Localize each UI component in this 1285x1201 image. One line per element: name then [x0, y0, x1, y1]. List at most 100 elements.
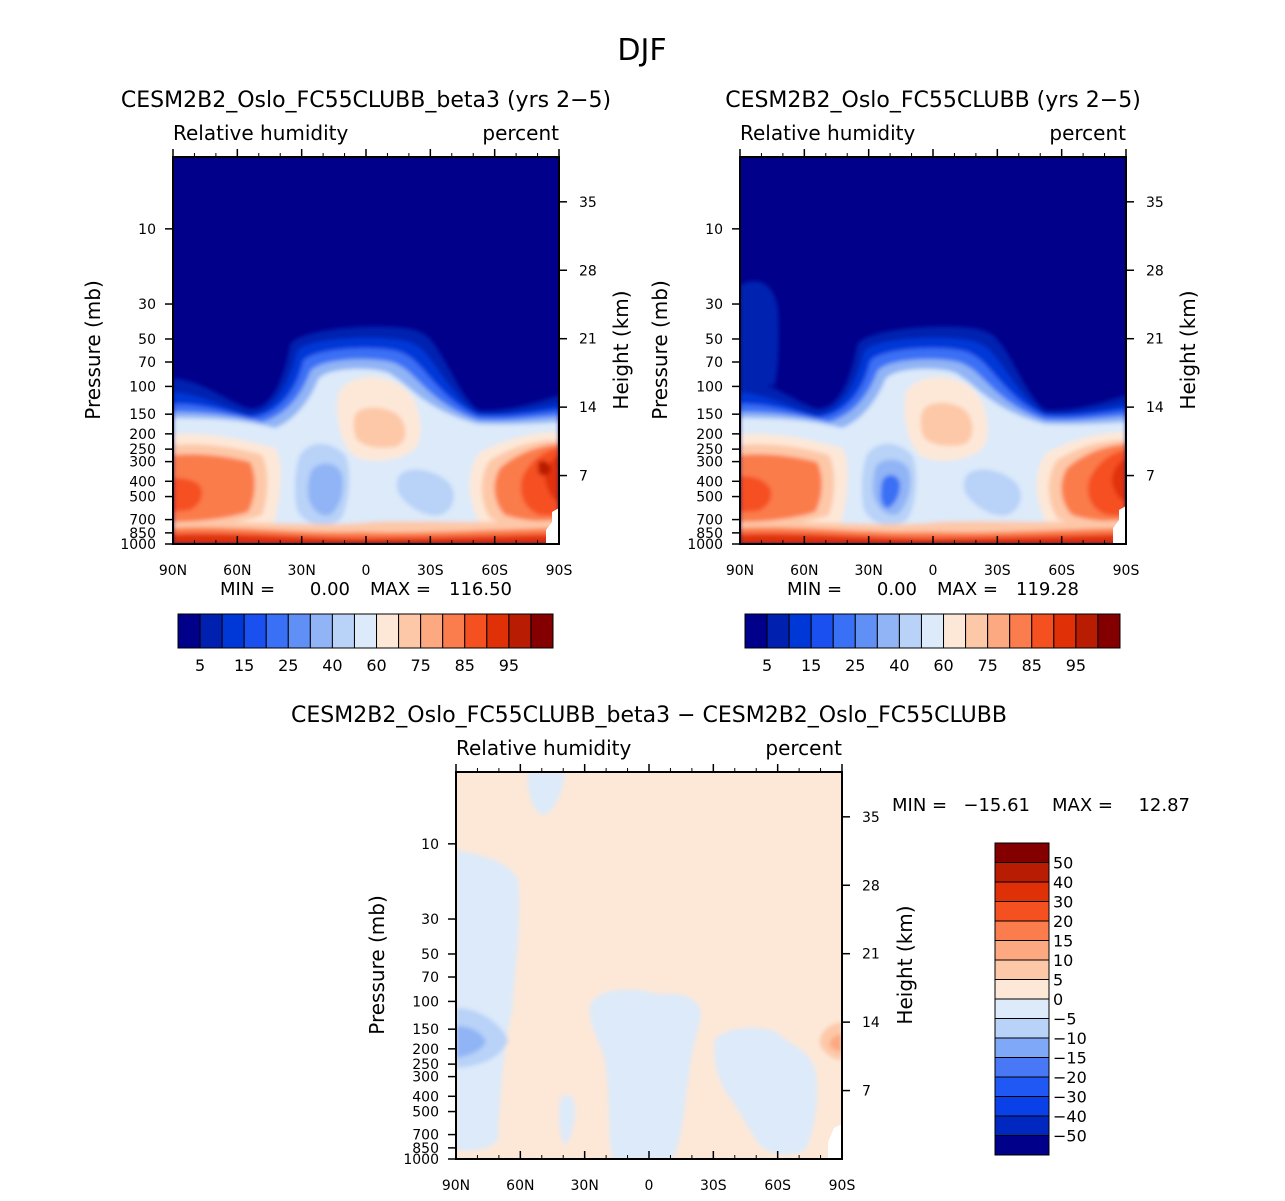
- panel-2-max-value: 119.28: [1016, 579, 1079, 600]
- colorbar-swatch: [994, 862, 1050, 883]
- x-tick-label: 90N: [726, 563, 754, 579]
- colorbar-swatch: [994, 1018, 1050, 1039]
- y-tick-label: 250: [129, 442, 156, 458]
- x-tick-label: 60S: [481, 563, 508, 579]
- panel-2-x-axis: 90N 60N 30N 0 30S 60S 90S: [726, 149, 1139, 579]
- colorbar-label: −30: [1053, 1088, 1087, 1107]
- y-tick-label: 200: [129, 427, 156, 443]
- panel-2-min-label: MIN =: [787, 579, 842, 600]
- y2-tick-label: 35: [1146, 195, 1164, 211]
- colorbar-label: 15: [234, 656, 254, 675]
- colorbar-label: 40: [1053, 873, 1073, 892]
- y-tick-label: 10: [705, 222, 723, 238]
- colorbar-label: 5: [1053, 971, 1063, 990]
- panel-3-y2label: Height (km): [893, 905, 917, 1024]
- colorbar-swatch: [1009, 613, 1033, 649]
- colorbar-swatch: [994, 1037, 1050, 1058]
- y-tick-label: 150: [412, 1022, 439, 1038]
- panel-3-min-value: −15.61: [963, 795, 1030, 816]
- colorbar-label: 85: [1022, 656, 1042, 675]
- y-tick-label: 100: [696, 379, 723, 395]
- colorbar-label: 5: [762, 656, 772, 675]
- y-tick-label: 1000: [403, 1152, 439, 1168]
- colorbar-swatch: [420, 613, 444, 649]
- colorbar-label: 60: [933, 656, 953, 675]
- colorbar-label: 20: [1053, 912, 1073, 931]
- y-tick-label: 30: [421, 912, 439, 928]
- panel-1: CESM2B2_Oslo_FC55CLUBB_beta3 (yrs 2−5) R…: [81, 88, 633, 675]
- y-tick-label: 150: [129, 407, 156, 423]
- colorbar-swatch: [265, 613, 289, 649]
- y-tick-label: 500: [696, 490, 723, 506]
- panel-1-x-axis: 90N 60N 30N 0 30S 60S 90S: [159, 149, 572, 579]
- colorbar-swatch: [832, 613, 856, 649]
- y-tick-label: 1000: [687, 537, 723, 553]
- y-tick-label: 250: [412, 1057, 439, 1073]
- y-tick-label: 30: [705, 297, 723, 313]
- colorbar-label: 0: [1053, 990, 1063, 1009]
- x-tick-label: 30S: [417, 563, 444, 579]
- y2-tick-label: 21: [862, 947, 880, 963]
- y-tick-label: 300: [696, 455, 723, 471]
- y2-tick-label: 35: [862, 810, 880, 826]
- colorbar-swatch: [398, 613, 422, 649]
- colorbar-label: 50: [1053, 854, 1073, 873]
- colorbar-label: 60: [366, 656, 386, 675]
- colorbar-swatch: [994, 920, 1050, 941]
- colorbar-swatch: [199, 613, 223, 649]
- y-tick-label: 850: [696, 526, 723, 542]
- colorbar-label: 95: [1066, 656, 1086, 675]
- x-tick-label: 30N: [288, 563, 316, 579]
- panel-1-max-label: MAX =: [370, 579, 431, 600]
- y-tick-label: 50: [705, 332, 723, 348]
- y2-tick-label: 21: [1146, 332, 1164, 348]
- colorbar-swatch: [1075, 613, 1099, 649]
- x-tick-label: 60S: [764, 1178, 791, 1194]
- y2-tick-label: 35: [579, 195, 597, 211]
- panel-1-y2-axis: 7 14 21 28 35: [559, 195, 597, 485]
- y-tick-label: 1000: [120, 537, 156, 553]
- panel-2-ylabel: Pressure (mb): [648, 280, 672, 420]
- colorbar-label: 25: [845, 656, 865, 675]
- panel-3-max-label: MAX =: [1052, 795, 1113, 816]
- y-tick-label: 200: [412, 1042, 439, 1058]
- y-tick-label: 700: [696, 513, 723, 529]
- colorbar-label: 40: [889, 656, 909, 675]
- colorbar-swatch: [1053, 613, 1077, 649]
- colorbar-swatch: [508, 613, 532, 649]
- y-tick-label: 70: [138, 355, 156, 371]
- y-tick-label: 100: [129, 379, 156, 395]
- y-tick-label: 150: [696, 407, 723, 423]
- colorbar-swatch: [177, 613, 201, 649]
- x-tick-label: 60N: [506, 1178, 534, 1194]
- colorbar-label: −15: [1053, 1049, 1087, 1068]
- colorbar-swatch: [994, 901, 1050, 922]
- y-tick-label: 500: [129, 490, 156, 506]
- panel-2-y2label: Height (km): [1176, 290, 1200, 409]
- colorbar-label: 30: [1053, 893, 1073, 912]
- colorbar-label: 95: [499, 656, 519, 675]
- colorbar-swatch: [464, 613, 488, 649]
- panel-1-max-value: 116.50: [449, 579, 512, 600]
- y2-tick-label: 14: [1146, 400, 1164, 416]
- colorbar-swatch: [810, 613, 834, 649]
- colorbar-swatch: [530, 613, 554, 649]
- colorbar-swatch: [987, 613, 1011, 649]
- colorbar-swatch: [898, 613, 922, 649]
- colorbar-swatch: [353, 613, 378, 649]
- colorbar-swatch: [994, 881, 1050, 902]
- panel-3-min-label: MIN =: [892, 795, 947, 816]
- y2-tick-label: 28: [1146, 263, 1164, 279]
- colorbar-swatch: [766, 613, 790, 649]
- y-tick-label: 10: [138, 222, 156, 238]
- colorbar-label: −5: [1053, 1010, 1077, 1029]
- y-tick-label: 300: [412, 1070, 439, 1086]
- x-tick-label: 30S: [700, 1178, 727, 1194]
- y2-tick-label: 28: [862, 878, 880, 894]
- panel-3-title: CESM2B2_Oslo_FC55CLUBB_beta3 − CESM2B2_O…: [291, 703, 1007, 728]
- panel-3-ylabel: Pressure (mb): [365, 895, 389, 1035]
- panel-2: CESM2B2_Oslo_FC55CLUBB (yrs 2−5) Relativ…: [648, 88, 1200, 675]
- colorbar-label: 85: [455, 656, 475, 675]
